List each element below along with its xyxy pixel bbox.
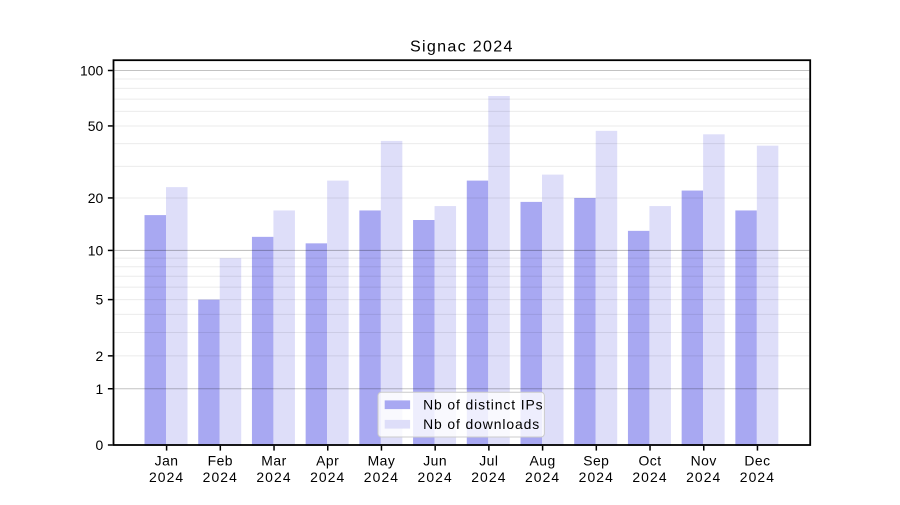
svg-text:2024: 2024 (686, 469, 721, 485)
svg-text:5: 5 (95, 292, 103, 308)
svg-text:Nb of distinct IPs: Nb of distinct IPs (423, 397, 543, 413)
svg-text:Dec: Dec (744, 452, 770, 468)
svg-text:10: 10 (88, 242, 104, 258)
svg-text:2024: 2024 (471, 469, 506, 485)
svg-text:Mar: Mar (261, 452, 286, 468)
svg-text:2024: 2024 (203, 469, 238, 485)
svg-text:2024: 2024 (740, 469, 775, 485)
svg-text:2024: 2024 (579, 469, 614, 485)
svg-text:2024: 2024 (256, 469, 291, 485)
svg-text:Apr: Apr (316, 452, 339, 468)
svg-text:Aug: Aug (529, 452, 555, 468)
svg-text:2024: 2024 (525, 469, 560, 485)
svg-text:2024: 2024 (364, 469, 399, 485)
svg-text:Sep: Sep (583, 452, 609, 468)
svg-text:2024: 2024 (310, 469, 345, 485)
svg-text:2024: 2024 (418, 469, 453, 485)
svg-text:50: 50 (88, 118, 104, 134)
svg-text:Nb of downloads: Nb of downloads (423, 416, 540, 432)
svg-text:20: 20 (88, 190, 104, 206)
svg-text:Feb: Feb (208, 452, 233, 468)
svg-text:100: 100 (80, 62, 103, 78)
svg-text:May: May (368, 452, 396, 468)
svg-text:1: 1 (95, 381, 103, 397)
svg-text:2024: 2024 (149, 469, 184, 485)
svg-text:Jul: Jul (479, 452, 498, 468)
svg-text:Signac 2024: Signac 2024 (410, 38, 514, 56)
svg-text:2: 2 (95, 348, 103, 364)
svg-text:Jun: Jun (423, 452, 447, 468)
svg-text:Nov: Nov (691, 452, 717, 468)
svg-text:Jan: Jan (155, 452, 179, 468)
svg-text:0: 0 (95, 437, 103, 453)
svg-text:2024: 2024 (632, 469, 667, 485)
svg-text:Oct: Oct (638, 452, 661, 468)
